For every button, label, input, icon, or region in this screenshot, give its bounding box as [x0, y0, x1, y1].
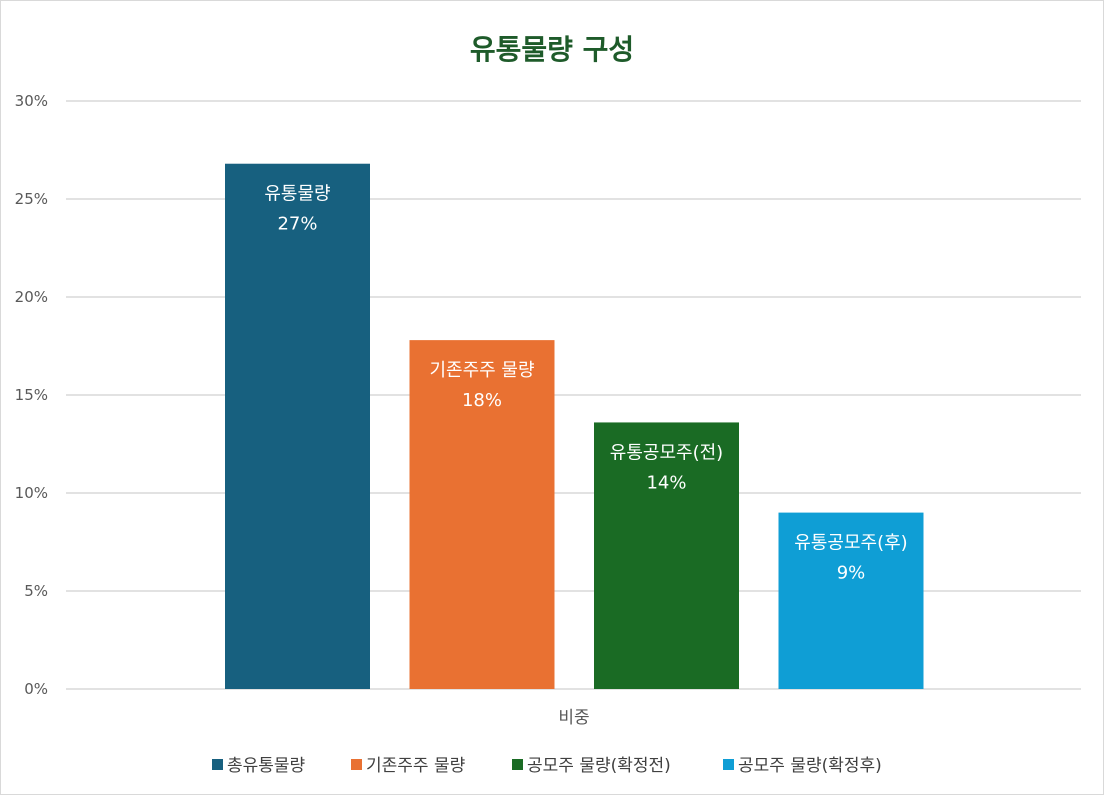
legend-item: 공모주 물량(확정후) [723, 756, 882, 776]
bar [225, 163, 370, 690]
legend: 총유통물량 기존주주 물량 공모주 물량(확정전) 공모주 물량(확정후) [212, 756, 882, 776]
y-tick-label: 0% [24, 680, 48, 698]
legend-item: 총유통물량 [212, 756, 306, 776]
y-tick-label: 25% [15, 190, 48, 208]
legend-item: 기존주주 물량 [351, 756, 466, 776]
gridlines [66, 100, 1081, 690]
legend-swatch [723, 759, 734, 770]
y-tick-label: 5% [24, 582, 48, 600]
chart-title: 유통물량 구성 [470, 33, 634, 66]
bar-series-label: 유통공모주(후) [794, 533, 907, 554]
legend-label: 공모주 물량(확정전) [527, 756, 671, 776]
bar [778, 512, 924, 689]
bar-value-label: 18% [462, 390, 502, 411]
y-axis: 0% 5% 10% 15% 20% 25% 30% [15, 92, 48, 698]
bar-value-label: 9% [837, 563, 866, 584]
legend-swatch [212, 759, 223, 770]
bar-series-label: 유통물량 [264, 184, 330, 205]
y-tick-label: 30% [15, 92, 48, 110]
bar [409, 340, 555, 689]
legend-label: 총유통물량 [227, 756, 306, 776]
bar-series-label: 유통공모주(전) [610, 442, 723, 463]
legend-swatch [351, 759, 362, 770]
legend-label: 기존주주 물량 [366, 756, 466, 776]
legend-item: 공모주 물량(확정전) [512, 756, 671, 776]
bar-series-label: 기존주주 물량 [429, 360, 534, 381]
y-tick-label: 15% [15, 386, 48, 404]
bar-value-label: 14% [646, 472, 686, 493]
legend-label: 공모주 물량(확정후) [738, 756, 882, 776]
legend-swatch [512, 759, 523, 770]
bar-value-label: 27% [277, 214, 317, 235]
bar [594, 422, 739, 689]
y-tick-label: 10% [15, 484, 48, 502]
x-category-label: 비중 [558, 708, 589, 728]
bars: 유통물량 27% 기존주주 물량 18% 유통공모주(전) 14% 유통공모주(후) 9% [225, 163, 924, 690]
y-tick-label: 20% [15, 288, 48, 306]
